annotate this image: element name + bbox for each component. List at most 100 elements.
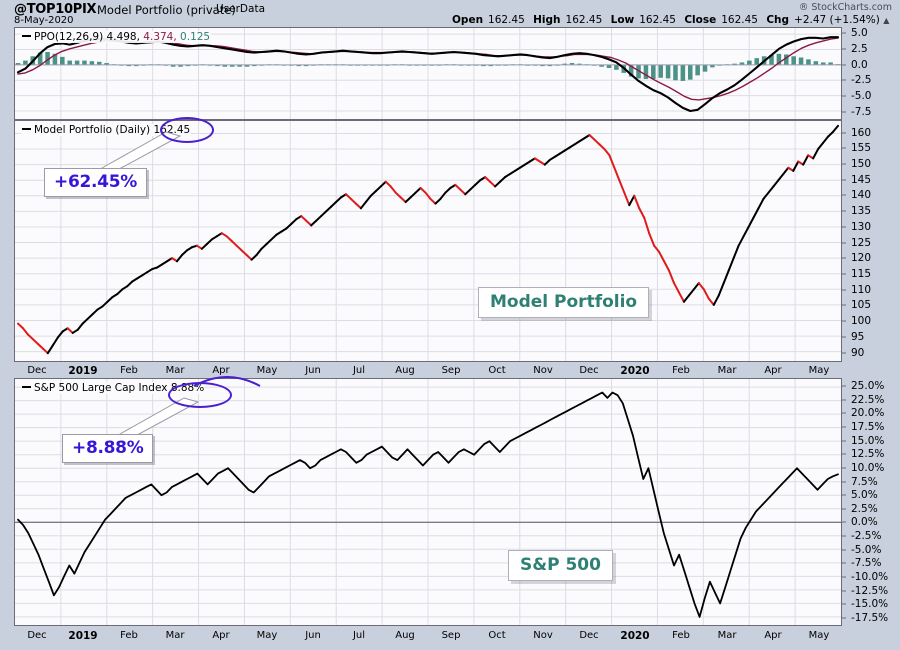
y-tick-label: 150 [851, 158, 872, 170]
ppo-indicator-panel[interactable]: PPO(12,26,9) 4.498, 4.374, 0.125 [14, 27, 842, 120]
x-tick-label: Nov [533, 630, 553, 641]
price-panel[interactable]: Model Portfolio (Daily) 162.45 [14, 120, 842, 362]
sp500-last-value: 8.88% [170, 382, 205, 394]
sp500-legend: S&P 500 Large Cap Index 8.88% [21, 382, 206, 394]
y-tick-label: 155 [851, 142, 872, 155]
y-tick-label: 2.5% [851, 502, 878, 515]
y-tick-mark [842, 289, 846, 291]
sp500-gain-callout: +8.88% [62, 434, 154, 463]
x-tick-label: Sep [441, 630, 461, 641]
close-value: 162.45 [721, 14, 758, 26]
y-tick-mark [842, 549, 846, 551]
y-tick-mark [842, 412, 846, 414]
portfolio-gain-callout: +62.45% [44, 168, 147, 197]
y-tick-mark [842, 590, 846, 592]
x-tick-label: Mar [165, 365, 185, 376]
ppo-value: 4.498 [106, 31, 137, 43]
y-tick-label: 110 [851, 283, 872, 296]
y-tick-label: -2.5% [851, 530, 882, 543]
y-tick-mark [842, 617, 846, 619]
y-tick-label: -15.0% [851, 598, 889, 611]
y-tick-label: -17.5% [851, 611, 889, 624]
y-tick-mark [842, 242, 846, 244]
y-tick-mark [842, 95, 846, 97]
sp500-panel[interactable]: S&P 500 Large Cap Index 8.88% [14, 378, 842, 626]
y-tick-mark [842, 64, 846, 66]
sp500-legend-name: S&P 500 Large Cap Index [34, 382, 168, 394]
x-tick-label: Mar [717, 365, 737, 376]
data-source-label: UserData [216, 3, 266, 15]
y-tick-mark [842, 79, 846, 81]
symbol-label: @TOP10PIX [14, 2, 97, 17]
y-tick-label: -12.5% [851, 584, 889, 597]
close-label: Close [684, 14, 717, 26]
price-line-swatch [22, 128, 31, 130]
x-tick-label: Mar [717, 630, 737, 641]
y-tick-mark [842, 210, 846, 212]
y-tick-mark [842, 508, 846, 510]
high-label: High [533, 14, 561, 26]
model-portfolio-tag: Model Portfolio [478, 287, 650, 318]
x-tick-label: 2019 [68, 630, 98, 642]
x-tick-label: May [808, 365, 830, 376]
price-x-axis: Dec 2019 Feb Mar Apr May Jun Jul Aug Sep Oct Nov Dec… [14, 363, 842, 379]
stockcharts-credit: ® StockCharts.com [798, 2, 892, 13]
y-tick-label: 105 [851, 299, 872, 312]
price-legend: Model Portfolio (Daily) 162.45 [21, 124, 192, 136]
x-tick-label: Jul [352, 630, 366, 641]
y-tick-label: 17.5% [851, 421, 885, 434]
x-tick-label: Feb [672, 630, 690, 641]
y-tick-mark [842, 163, 846, 165]
x-tick-label: Feb [120, 365, 138, 376]
y-tick-mark [842, 385, 846, 387]
y-tick-mark [842, 32, 846, 34]
chg-value: +2.47 (+1.54%) [794, 14, 880, 26]
x-tick-label: May [256, 630, 278, 641]
y-tick-mark [842, 147, 846, 149]
y-tick-label: 12.5% [851, 448, 885, 461]
sp500-y-axis: 25.0% 22.5% 20.0% 17.5% 15.0% 12.5% 10.0% 7.5% 5… [842, 378, 900, 626]
x-tick-label: Oct [488, 365, 506, 376]
x-tick-label: Apr [212, 365, 230, 376]
x-tick-label: Dec [27, 630, 47, 641]
y-tick-label: 145 [851, 173, 872, 186]
x-tick-label: Feb [672, 365, 690, 376]
y-tick-label: 100 [851, 315, 872, 328]
x-tick-label: May [256, 365, 278, 376]
y-tick-mark [842, 111, 846, 113]
y-tick-mark [842, 494, 846, 496]
y-tick-label: -2.5 [851, 74, 872, 87]
y-tick-mark [842, 273, 846, 275]
y-tick-label: 130 [851, 220, 872, 233]
y-tick-label: 2.5 [851, 42, 868, 55]
y-tick-label: 90 [851, 346, 865, 359]
price-plot [15, 121, 841, 361]
x-tick-label: May [808, 630, 830, 641]
y-tick-mark [842, 481, 846, 483]
x-tick-label: Mar [165, 630, 185, 641]
y-tick-mark [842, 562, 846, 564]
ppo-legend-name: PPO(12,26,9) [34, 31, 104, 43]
y-tick-mark [842, 453, 846, 455]
y-tick-mark [842, 304, 846, 306]
ppo-histogram-value: 0.125 [180, 31, 211, 43]
y-tick-label: 25.0% [851, 380, 885, 393]
x-tick-label: 2019 [68, 365, 98, 377]
x-tick-label: Aug [395, 365, 415, 376]
y-tick-mark [842, 48, 846, 50]
x-tick-label: Dec [579, 630, 599, 641]
y-tick-mark [842, 336, 846, 338]
x-tick-label: Apr [764, 365, 782, 376]
x-tick-label: Nov [533, 365, 553, 376]
sp500-plot [15, 379, 841, 625]
x-tick-label: Dec [27, 365, 47, 376]
chart-date-label: 8-May-2020 [14, 15, 74, 26]
y-tick-mark [842, 576, 846, 578]
price-last-value: 162.45 [153, 124, 191, 136]
y-tick-mark [842, 521, 846, 523]
x-tick-label: Dec [579, 365, 599, 376]
y-tick-label: 95 [851, 330, 865, 343]
x-tick-label: Jun [305, 630, 321, 641]
y-tick-label: 5.0 [851, 27, 868, 40]
